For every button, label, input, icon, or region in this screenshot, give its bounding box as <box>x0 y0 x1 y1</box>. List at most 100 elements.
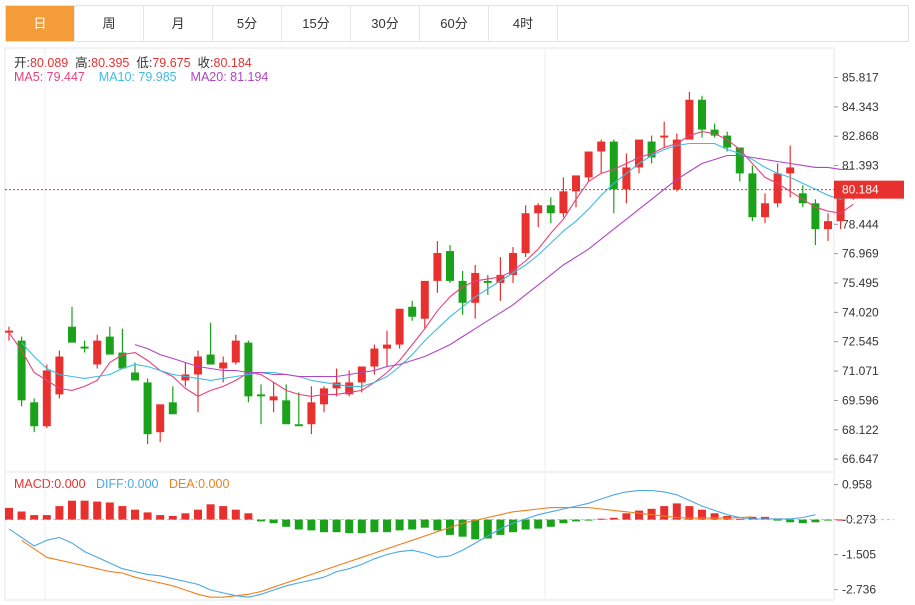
candle-body <box>609 141 618 190</box>
candle-body <box>483 280 492 283</box>
candle-body <box>572 175 580 192</box>
ma20-line <box>134 154 854 378</box>
price-tick-label: 69.596 <box>842 393 879 407</box>
last-price-label: 80.184 <box>842 183 879 197</box>
candle-body <box>30 402 39 427</box>
tab-5[interactable]: 30分 <box>351 6 420 41</box>
price-tick-label: 81.393 <box>842 159 879 173</box>
candle-body <box>383 344 391 349</box>
candle-body <box>584 151 593 178</box>
macd-hist-bar <box>798 519 807 524</box>
open-label: 开: <box>14 56 30 70</box>
price-tick-label: 71.071 <box>842 364 879 378</box>
candle-body <box>194 356 202 375</box>
candle-body <box>68 326 76 343</box>
macd-hist-bar <box>105 502 114 520</box>
diff-line <box>8 489 816 598</box>
candle-body <box>534 205 543 214</box>
candle-body <box>168 402 177 415</box>
candle-body <box>345 382 354 395</box>
tab-7[interactable]: 4时 <box>489 6 558 41</box>
macd-hist-bar <box>546 519 555 527</box>
candle-body <box>798 193 807 204</box>
macd-tick-label: 0.958 <box>842 478 872 492</box>
macd-hist-bar <box>483 519 492 539</box>
candle-body <box>294 424 303 427</box>
macd-hist-bar <box>786 519 795 523</box>
candlestick-chart[interactable]: 85.817 84.343 82.868 81.393 78.444 76.969 75.4… <box>0 42 915 605</box>
macd-hist-bar <box>118 506 127 520</box>
macd-hist-bar <box>735 518 744 520</box>
candle-body <box>269 396 278 401</box>
candle-body <box>17 340 26 401</box>
macd-hist-bar <box>584 519 593 521</box>
macd-hist-bar <box>294 519 303 530</box>
price-tick-label: 85.817 <box>842 71 879 85</box>
ma20-value: MA20: 81.194 <box>190 70 269 84</box>
candle-body <box>206 354 215 365</box>
candle-body <box>231 340 240 363</box>
macd-hist-bar <box>395 519 404 531</box>
high-label: 高: <box>75 56 92 70</box>
macd-hist-bar <box>370 519 379 533</box>
macd-hist-bar <box>219 506 228 520</box>
close-label: 收: <box>197 56 214 70</box>
candle-body <box>761 203 769 218</box>
macd-hist-bar <box>156 515 165 520</box>
tab-4[interactable]: 15分 <box>282 6 351 41</box>
macd-hist-bar <box>93 501 102 520</box>
candle-body <box>5 330 13 333</box>
macd-hist-bar <box>572 519 580 522</box>
period-tab-bar: 日周月 5分 15分 30分 60分 4时 <box>5 5 909 42</box>
candle-body <box>723 135 732 148</box>
candle-body <box>748 173 757 218</box>
candle-body <box>257 394 265 397</box>
macd-hist-bar <box>811 519 820 523</box>
tab-3[interactable]: 5分 <box>213 6 282 41</box>
tab-6[interactable]: 60分 <box>420 6 489 41</box>
price-tick-label: 66.647 <box>842 452 879 466</box>
candle-body <box>219 362 228 369</box>
price-tick-label: 82.868 <box>842 129 879 143</box>
macd-hist-bar <box>597 518 606 520</box>
macd-hist-bar <box>761 516 769 520</box>
macd-hist-bar <box>206 504 215 520</box>
macd-panel-frame <box>4 471 835 601</box>
macd-hist-bar <box>710 513 719 520</box>
macd-hist-bar <box>269 519 278 524</box>
price-tick-label: 84.343 <box>842 100 879 114</box>
macd-hist-bar <box>345 519 354 534</box>
price-tick-label: 76.969 <box>842 247 879 261</box>
macd-hist-bar <box>685 506 694 520</box>
candle-body <box>786 167 795 174</box>
candle-body <box>105 336 114 355</box>
macd-value: MACD:0.000 <box>14 477 86 491</box>
price-tick-label: 75.495 <box>842 276 879 290</box>
ma5-value: MA5: 79.447 <box>14 70 85 84</box>
candle-body <box>521 213 530 254</box>
candle-body <box>433 253 442 281</box>
macd-hist-bar <box>534 519 543 529</box>
ma10-value: MA10: 79.985 <box>98 70 177 84</box>
macd-hist-bar <box>80 500 89 520</box>
tab-0[interactable]: 日 <box>6 6 75 41</box>
high-value: 80.395 <box>91 56 130 70</box>
candle-body <box>660 135 669 138</box>
candle-body <box>55 356 64 395</box>
macd-tick-label: -1.505 <box>842 548 876 562</box>
macd-readout: MACD:0.000 DIFF:0.000 DEA:0.000 <box>14 477 229 491</box>
candle-body <box>118 352 127 369</box>
candle-body <box>244 342 253 397</box>
tab-2[interactable]: 月 <box>144 6 213 41</box>
candle-body <box>156 404 165 433</box>
macd-hist-bar <box>433 519 442 531</box>
macd-hist-bar <box>622 513 631 520</box>
candle-body <box>546 205 555 214</box>
macd-hist-bar <box>773 519 782 521</box>
candle-body <box>471 272 480 303</box>
candle-body <box>672 139 681 190</box>
close-value: 80.184 <box>213 56 252 70</box>
tab-1[interactable]: 周 <box>75 6 144 41</box>
candle-body <box>710 129 719 136</box>
low-value: 79.675 <box>152 56 191 70</box>
